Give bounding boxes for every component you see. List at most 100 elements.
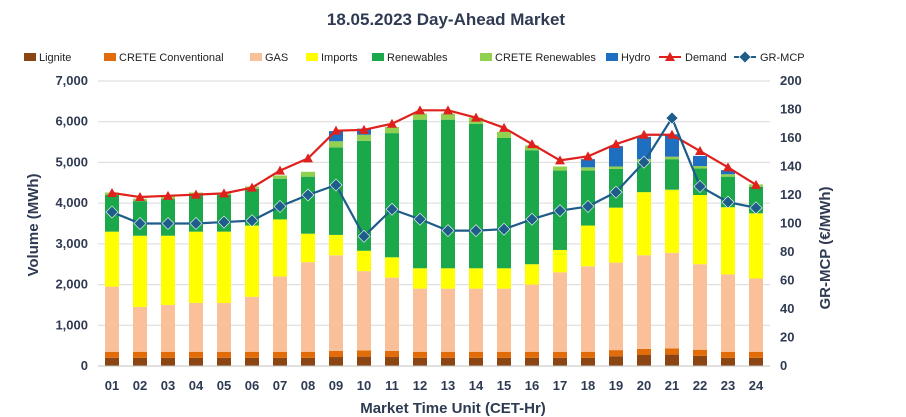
bar-gas [133, 306, 147, 352]
x-tick-label: 22 [693, 378, 707, 393]
bar-crete-conventional [301, 351, 315, 358]
bar-crete-renewables [553, 166, 567, 171]
bar-lignite [105, 357, 119, 366]
y-tick-label: 0 [81, 358, 88, 373]
bar-imports [189, 231, 203, 303]
bar-imports [525, 264, 539, 285]
bar-imports [693, 195, 707, 265]
bar-crete-conventional [581, 351, 595, 358]
mcp-point [665, 111, 679, 125]
legend-label: Imports [321, 52, 358, 64]
bar-lignite [217, 357, 231, 366]
bar-renewables [413, 119, 427, 269]
bar-crete-conventional [721, 351, 735, 358]
bar-gas [469, 288, 483, 352]
bar-crete-conventional [217, 351, 231, 358]
x-tick-label: 09 [329, 378, 343, 393]
bar-lignite [133, 357, 147, 366]
x-tick-label: 08 [301, 378, 315, 393]
bar-hydro [665, 134, 679, 157]
x-tick-label: 21 [665, 378, 679, 393]
gridlines [98, 80, 770, 326]
bar-crete-conventional [413, 351, 427, 358]
bar-crete-conventional [357, 350, 371, 357]
y-tick-label: 7,000 [55, 73, 88, 88]
bar-crete-renewables [609, 166, 623, 169]
legend-label: GAS [265, 52, 288, 64]
bar-lignite [693, 355, 707, 366]
y2-tick-label: 180 [780, 102, 802, 117]
mcp-point [385, 202, 399, 216]
y2-tick-label: 40 [780, 301, 794, 316]
mcp-point [693, 180, 707, 193]
demand-point [135, 192, 145, 202]
x-tick-label: 03 [161, 378, 175, 393]
bar-gas [581, 266, 595, 352]
bar-imports [245, 225, 259, 297]
x-tick-label: 24 [749, 378, 764, 393]
bar-imports [329, 234, 343, 256]
bar-lignite [357, 356, 371, 366]
mcp-point [738, 50, 752, 64]
chart-title: 18.05.2023 Day-Ahead Market [327, 10, 565, 29]
bar-renewables [637, 161, 651, 193]
y2-tick-label: 140 [780, 159, 802, 174]
x-tick-label: 19 [609, 378, 623, 393]
line-series [105, 105, 763, 243]
bar-imports [133, 235, 147, 307]
legend-item-gr-mcp: GR-MCP [734, 50, 805, 64]
bar-crete-renewables [581, 167, 595, 171]
bar-renewables [469, 123, 483, 269]
bar-lignite [749, 357, 763, 366]
x-tick-label: 20 [637, 378, 651, 393]
x-tick-label: 16 [525, 378, 539, 393]
bar-imports [161, 235, 175, 305]
legend-swatch [250, 53, 262, 61]
mcp-point [357, 229, 371, 243]
mcp-point [189, 217, 203, 230]
mcp-point [217, 215, 231, 229]
demand-point [695, 146, 705, 156]
y2-tick-label: 60 [780, 273, 794, 288]
bar-gas [665, 252, 679, 349]
bar-crete-conventional [161, 351, 175, 358]
bar-hydro [721, 170, 735, 175]
x-tick-label: 02 [133, 378, 147, 393]
mcp-point [469, 224, 483, 238]
bar-renewables [301, 176, 315, 234]
bar-lignite [385, 357, 399, 366]
mcp-point [329, 178, 343, 192]
y-tick-label: 3,000 [55, 236, 88, 251]
legend-item-gas: GAS [250, 52, 288, 64]
mcp-point [609, 185, 623, 199]
legend-item-imports: Imports [306, 52, 358, 64]
bar-imports [581, 225, 595, 267]
bar-hydro [329, 131, 343, 142]
bar-imports [553, 249, 567, 273]
demand-point [723, 162, 733, 172]
bar-imports [273, 219, 287, 277]
bar-hydro [637, 136, 651, 160]
bar-crete-conventional [693, 349, 707, 356]
demand-point [555, 155, 565, 165]
bar-imports [469, 268, 483, 289]
x-tick-label: 23 [721, 378, 735, 393]
x-tick-label: 15 [497, 378, 511, 393]
bar-crete-conventional [441, 351, 455, 358]
mcp-point [161, 217, 175, 230]
y-tick-label: 2,000 [55, 277, 88, 292]
bar-crete-conventional [469, 351, 483, 358]
legend-item-demand: Demand [659, 52, 727, 64]
y2-tick-label: 160 [780, 130, 802, 145]
bar-lignite [469, 357, 483, 366]
legend-swatch [372, 53, 384, 61]
demand-point [667, 129, 677, 139]
bar-lignite [553, 357, 567, 366]
bar-crete-conventional [189, 351, 203, 358]
bar-gas [357, 271, 371, 351]
bar-lignite [581, 357, 595, 366]
legend-item-crete-renewables: CRETE Renewables [480, 52, 596, 64]
bar-gas [385, 277, 399, 351]
y2-axis-title: GR-MCP (€/MWh) [817, 186, 834, 309]
bar-imports [497, 268, 511, 289]
